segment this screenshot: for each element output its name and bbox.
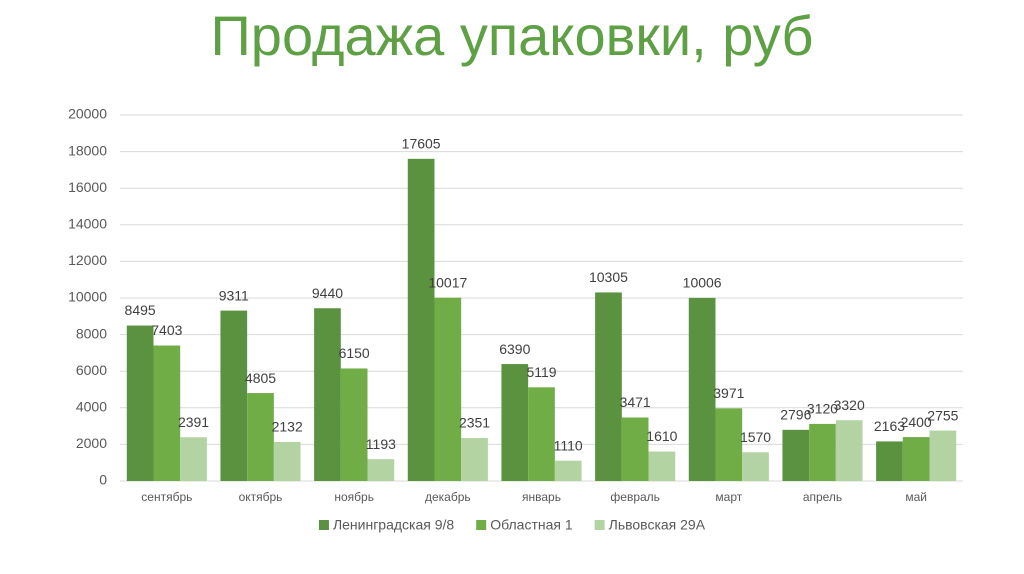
data-label: 7403 xyxy=(151,322,182,338)
data-label: 3471 xyxy=(620,394,651,410)
bar xyxy=(528,387,555,481)
data-label: 9311 xyxy=(219,287,249,303)
bar xyxy=(153,345,181,481)
y-tick-label: 20000 xyxy=(68,106,107,122)
y-tick-label: 18000 xyxy=(68,142,107,158)
bar xyxy=(501,364,529,481)
x-tick-label: октябрь xyxy=(239,490,283,504)
x-tick-label: январь xyxy=(522,490,561,504)
data-label: 4805 xyxy=(245,370,276,386)
data-label: 2391 xyxy=(178,414,209,430)
data-label: 1193 xyxy=(366,436,396,452)
bar xyxy=(688,297,716,481)
y-tick-label: 16000 xyxy=(68,179,107,195)
data-label: 10006 xyxy=(683,275,722,291)
bar xyxy=(809,423,836,481)
bar xyxy=(461,437,488,481)
bar xyxy=(340,368,368,481)
data-label: 1610 xyxy=(646,428,677,444)
x-tick-label: ноябрь xyxy=(334,490,374,504)
legend-swatch xyxy=(318,520,329,530)
legend-label: Львовская 29А xyxy=(609,517,706,533)
data-label: 10305 xyxy=(589,269,628,285)
bar xyxy=(595,292,622,481)
data-label: 2796 xyxy=(780,407,811,423)
bar xyxy=(621,417,649,481)
x-tick-label: март xyxy=(715,490,742,504)
bar xyxy=(314,308,341,481)
bar xyxy=(715,408,743,481)
data-label: 2755 xyxy=(927,407,958,423)
data-label: 6150 xyxy=(339,345,370,361)
bar xyxy=(742,452,769,481)
data-label: 5119 xyxy=(526,364,556,380)
data-label: 1570 xyxy=(740,429,771,445)
bar xyxy=(247,393,274,481)
y-tick-label: 4000 xyxy=(76,399,107,415)
bar xyxy=(434,297,462,481)
bar xyxy=(876,441,903,481)
bar xyxy=(407,158,435,482)
legend-swatch xyxy=(594,520,605,530)
bar xyxy=(648,451,676,481)
bar xyxy=(929,430,957,481)
legend-label: Ленинградская 9/8 xyxy=(333,517,454,533)
legend-label: Областная 1 xyxy=(490,517,573,533)
y-tick-label: 0 xyxy=(99,472,107,488)
y-tick-label: 10000 xyxy=(68,289,107,305)
chart-title: Продажа упаковки, руб xyxy=(211,4,814,67)
data-label: 6390 xyxy=(499,341,530,357)
y-tick-label: 14000 xyxy=(68,216,107,232)
data-label: 2400 xyxy=(901,414,932,430)
data-label: 2351 xyxy=(459,415,490,431)
data-label: 2163 xyxy=(874,418,905,434)
bar xyxy=(782,429,810,481)
legend-swatch xyxy=(476,520,487,530)
y-tick-label: 12000 xyxy=(68,252,107,268)
bar xyxy=(180,437,207,481)
y-tick-label: 2000 xyxy=(76,435,107,451)
data-label: 9440 xyxy=(312,285,343,301)
x-tick-label: сентябрь xyxy=(141,490,192,504)
x-tick-label: май xyxy=(905,490,927,504)
bar xyxy=(220,310,248,481)
x-tick-label: апрель xyxy=(803,490,842,504)
data-label: 3120 xyxy=(807,401,838,417)
data-label: 3971 xyxy=(713,385,744,401)
data-label: 3320 xyxy=(834,397,865,413)
bar xyxy=(126,325,154,481)
y-tick-label: 8000 xyxy=(76,325,107,341)
data-label: 2132 xyxy=(272,419,303,435)
bar xyxy=(554,460,582,481)
data-label: 17605 xyxy=(402,136,441,152)
bar xyxy=(835,420,863,481)
data-label: 1110 xyxy=(554,437,583,453)
data-label: 8495 xyxy=(125,302,156,318)
x-tick-label: декабрь xyxy=(425,490,471,504)
y-tick-label: 6000 xyxy=(76,362,107,378)
data-label: 10017 xyxy=(428,274,467,290)
bar xyxy=(273,441,301,481)
x-tick-label: февраль xyxy=(610,490,660,504)
bar xyxy=(367,459,395,481)
bar xyxy=(902,437,930,481)
